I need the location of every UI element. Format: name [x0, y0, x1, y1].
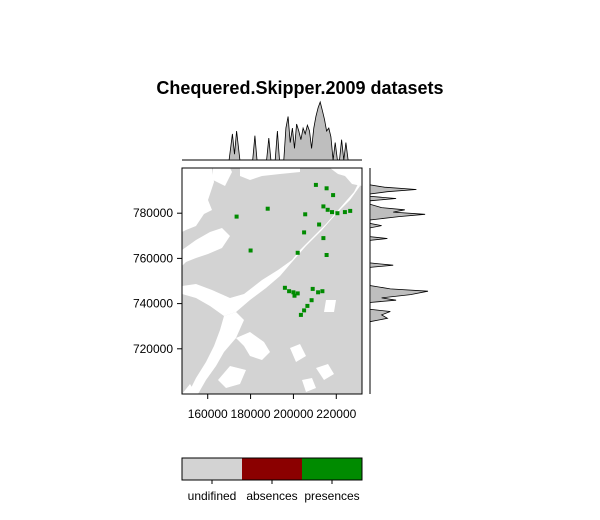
legend-swatch	[182, 458, 242, 480]
legend-border	[181, 457, 363, 481]
y-tick-label: 760000	[133, 251, 173, 265]
map-panel	[181, 167, 363, 395]
presence-cell	[321, 236, 326, 241]
presence-cell	[305, 303, 310, 308]
presence-cell	[282, 285, 287, 290]
presence-cell	[265, 206, 270, 211]
legend-swatch	[302, 458, 362, 480]
presence-cell	[317, 222, 322, 227]
y-marginal-curve	[369, 184, 429, 323]
presence-cell	[310, 286, 315, 291]
presence-cell	[292, 293, 297, 298]
presence-cell	[309, 298, 314, 303]
y-axis: 720000 740000 760000 780000	[133, 206, 182, 356]
presence-cell	[298, 312, 303, 317]
presence-cell	[295, 250, 300, 255]
y-tick-label: 720000	[133, 342, 173, 356]
presence-layer	[234, 182, 353, 317]
presence-cell	[330, 210, 334, 215]
presence-cell	[303, 212, 308, 217]
x-marginal-density	[182, 100, 362, 161]
presence-cell	[348, 208, 353, 213]
presence-cell	[302, 230, 307, 235]
x-axis: 160000 180000 200000 220000	[188, 394, 357, 421]
x-tick-label: 180000	[231, 407, 271, 421]
x-marginal-curve	[228, 100, 349, 161]
x-tick-label: 220000	[316, 407, 356, 421]
presence-cell	[342, 210, 347, 215]
panel-border	[181, 167, 363, 395]
presence-cell	[234, 214, 239, 219]
presence-cell	[295, 291, 300, 296]
legend-label: presences	[304, 489, 359, 503]
presence-cell	[320, 289, 325, 294]
y-marginal-density	[369, 168, 429, 394]
presence-cell	[325, 207, 330, 212]
legend-label: undifined	[188, 489, 237, 503]
chart-title: Chequered.Skipper.2009 datasets	[156, 78, 443, 98]
x-tick-label: 200000	[273, 407, 313, 421]
presence-cell	[324, 253, 329, 257]
map-gaps	[182, 168, 362, 394]
x-tick-label: 160000	[188, 407, 228, 421]
y-tick-label: 780000	[133, 206, 173, 220]
presence-cell	[331, 193, 336, 198]
presence-cell	[316, 290, 321, 295]
legend-swatch	[242, 458, 302, 480]
legend-label: absences	[246, 489, 297, 503]
presence-cell	[248, 248, 253, 253]
presence-cell	[287, 289, 292, 294]
presence-cell	[313, 182, 318, 187]
presence-cell	[324, 186, 329, 191]
y-tick-label: 740000	[133, 297, 173, 311]
presence-cell	[335, 211, 340, 216]
legend: undifined absences presences	[181, 457, 363, 503]
presence-cell	[291, 290, 296, 295]
presence-cell	[302, 308, 307, 313]
presence-cell	[321, 204, 326, 209]
